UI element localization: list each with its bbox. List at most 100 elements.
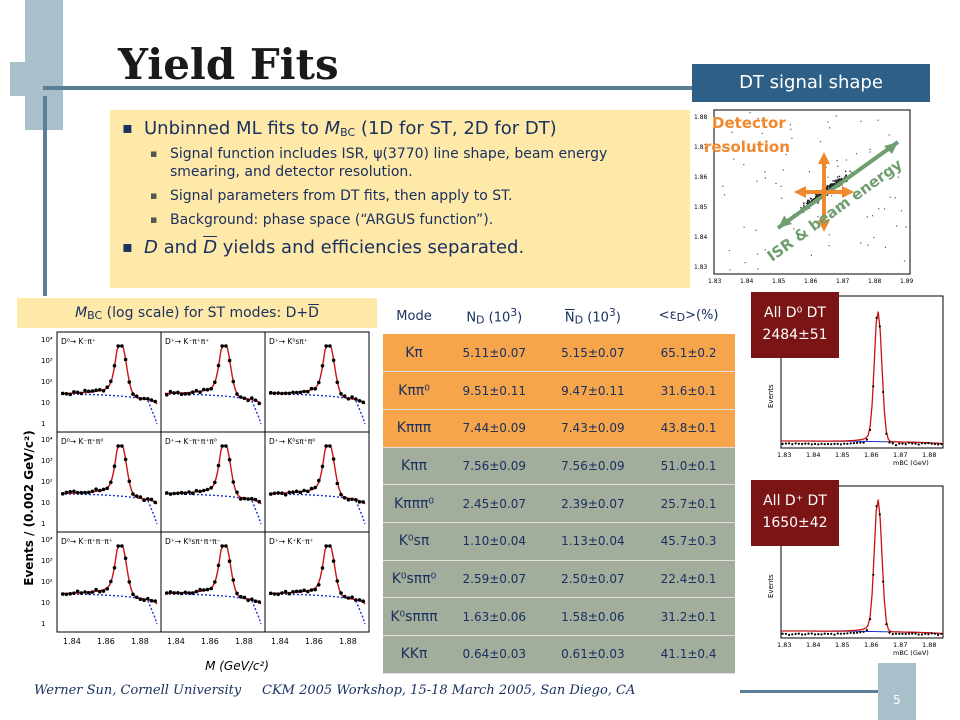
scatter-point: [812, 198, 814, 201]
st-data-point: [309, 486, 314, 491]
st-data-point: [246, 497, 250, 501]
cell-eff: 41.1±0.4: [642, 635, 735, 674]
cell-mode: KKπ: [383, 635, 445, 674]
st-data-point: [176, 491, 180, 496]
isr-arrow-head-up: [884, 142, 898, 154]
st-data-point: [75, 390, 80, 395]
detector-arrow-head-right: [842, 186, 854, 198]
label-detector: Detector: [712, 114, 786, 132]
st-data-point: [138, 397, 143, 401]
dplus-dt-label: All D⁺ DT: [763, 493, 827, 509]
st-data-point: [168, 590, 173, 594]
st-data-point: [309, 588, 314, 592]
st-data-point: [276, 491, 281, 495]
st-data-point: [324, 544, 329, 548]
bullet-fits-var: M: [324, 118, 341, 139]
dt-data-point: [872, 385, 875, 388]
st-data-point: [354, 498, 358, 502]
st-data-point: [335, 380, 340, 385]
dt-data-point: [859, 631, 862, 634]
scatter-point: [855, 153, 858, 155]
st-data-point: [269, 390, 273, 395]
st-data-point: [120, 344, 124, 348]
mbc-y-tick-label: 1: [41, 520, 45, 528]
st-data-point: [250, 496, 254, 501]
mbc-x-tick-label: 1.88: [235, 637, 253, 646]
st-mode-label: D⁰→ K⁻π⁺: [61, 337, 96, 346]
mbc-y-tick-label: 10⁴: [41, 336, 53, 344]
st-data-point: [153, 599, 157, 603]
dt-data-point: [843, 442, 846, 445]
col-ndbar-unit: (10: [583, 310, 609, 326]
dplus-dt-yield: 1650±42: [762, 515, 828, 531]
dt-y-ticks: 1.88 1.87 1.86 1.85 1.84 1.83: [694, 114, 708, 271]
st-data-point: [112, 566, 117, 570]
scatter-point: [815, 193, 818, 195]
cell-nd: 9.51±0.11: [445, 371, 544, 410]
st-data-point: [105, 385, 109, 389]
st-data-point: [112, 363, 117, 368]
st-data-point: [235, 490, 239, 495]
st-data-point: [209, 586, 213, 591]
st-data-point: [165, 393, 169, 397]
cell-mode: Kππ⁰: [383, 371, 445, 410]
scatter-point: [826, 187, 828, 190]
dt-data-point: [904, 632, 907, 636]
st-data-point: [253, 599, 258, 603]
st-data-point: [105, 587, 109, 591]
mbc-panel-header: MBC (log scale) for ST modes: D+D: [17, 298, 377, 328]
dt-x-tick-label: 1.85: [835, 641, 849, 649]
st-data-point: [68, 592, 72, 596]
st-data-point: [101, 589, 106, 593]
st-data-point: [183, 491, 188, 495]
st-data-point: [227, 358, 232, 363]
dt-data-point: [830, 443, 833, 446]
st-data-point: [109, 480, 113, 485]
dt-x-tick-label: 1.86: [804, 278, 818, 285]
mbc-grid: D⁰→ K⁻π⁺ D⁺→ K⁻π⁺π⁺ D⁺→ K⁰sπ⁺ D⁰→ K⁻π⁺π⁰ D⁺→…: [41, 331, 370, 646]
detector-arrow-head-up: [818, 152, 830, 164]
dt-data-point: [940, 632, 943, 635]
st-data-point: [120, 444, 124, 448]
scatter-point: [860, 242, 862, 244]
st-data-point: [306, 589, 310, 594]
dt-data-point: [904, 443, 907, 446]
dt-x-tick-label: 1.86: [864, 451, 878, 459]
scatter-point: [764, 177, 766, 179]
scatter-point: [780, 185, 782, 187]
st-data-point: [83, 490, 87, 495]
scatter-point: [872, 215, 874, 217]
scatter-point: [818, 194, 821, 197]
scatter-point: [785, 153, 787, 156]
mbc-head-sub: BC: [87, 309, 103, 322]
dt-data-point: [856, 441, 859, 444]
st-data-point: [231, 480, 236, 484]
scatter-point: [835, 115, 837, 117]
st-data-point: [220, 544, 224, 548]
st-data-point: [90, 590, 95, 594]
decor-horizontal-line: [43, 86, 693, 90]
mbc-y-tick-label: 10³: [41, 557, 53, 565]
dt-data-point: [846, 632, 849, 635]
st-data-point: [350, 595, 354, 599]
mbc-grid-plot: D⁰→ K⁻π⁺ D⁺→ K⁻π⁺π⁺ D⁺→ K⁰sπ⁺ D⁰→ K⁻π⁺π⁰ D⁺→…: [17, 328, 377, 676]
scatter-point: [837, 179, 840, 181]
dt-data-point: [940, 443, 943, 446]
st-mode-plot: D⁺→ K⁰sπ⁺: [264, 331, 370, 433]
sub-bullet-signal-params: Signal parameters from DT fits, then app…: [150, 187, 680, 205]
bullet-fits-post: (1D for ST, 2D for DT): [355, 118, 557, 139]
st-data-point: [116, 444, 120, 448]
scatter-point: [877, 119, 879, 121]
scatter-point: [869, 148, 871, 150]
st-mode-plot: D⁰→ K⁻π⁺: [56, 331, 162, 433]
dt-data-point: [878, 513, 881, 516]
st-data-point: [306, 489, 310, 494]
cell-ndbar: 9.47±0.11: [543, 371, 643, 410]
st-data-point: [94, 487, 98, 491]
st-data-point: [79, 391, 84, 396]
st-data-point: [331, 358, 336, 363]
dt-data-point: [888, 441, 891, 444]
cell-eff: 25.7±0.1: [642, 484, 735, 523]
cell-ndbar: 7.56±0.09: [543, 447, 643, 486]
scatter-point: [840, 177, 843, 180]
